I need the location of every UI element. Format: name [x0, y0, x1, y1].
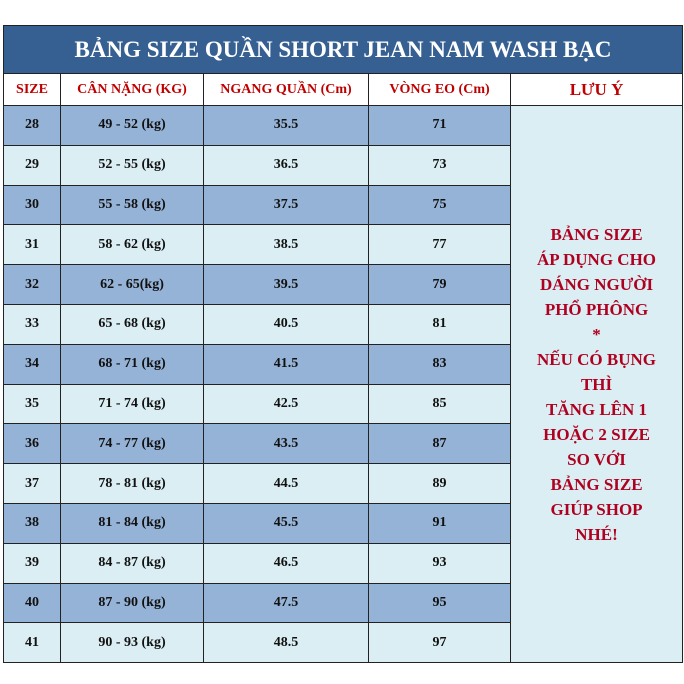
weight-cell: 90 - 93 (kg) — [60, 622, 204, 664]
weight-cell: 65 - 68 (kg) — [60, 303, 204, 345]
note-line: TĂNG LÊN 1 — [545, 399, 648, 419]
weight-cell: 49 - 52 (kg) — [60, 105, 204, 146]
table-row: 30 55 - 58 (kg) 37.5 75 — [3, 184, 683, 226]
table-row: 31 58 - 62 (kg) 38.5 77 — [3, 224, 683, 266]
width-cell: 40.5 — [203, 303, 369, 345]
size-cell: 39 — [3, 542, 61, 584]
note-line: GIÚP SHOP — [550, 499, 643, 519]
note-line: HOẶC 2 SIZE — [543, 424, 650, 444]
width-cell: 37.5 — [203, 184, 369, 226]
size-cell: 37 — [3, 463, 61, 504]
waist-cell: 81 — [368, 303, 511, 345]
waist-cell: 89 — [368, 463, 511, 504]
waist-cell: 87 — [368, 423, 511, 465]
note-cell: BẢNG SIZE ÁP DỤNG CHO DÁNG NGƯỜI PHỔ PHÔNG *… — [509, 104, 684, 664]
table-row: 35 71 - 74 (kg) 42.5 85 — [3, 383, 683, 425]
waist-cell: 77 — [368, 224, 511, 266]
note-line: PHỔ PHÔNG — [544, 299, 649, 319]
table-row: 28 49 - 52 (kg) 35.5 71 BẢNG SIZE ÁP DỤNG CHO… — [3, 104, 684, 664]
waist-cell: 97 — [368, 622, 511, 664]
weight-cell: 78 - 81 (kg) — [60, 463, 204, 504]
waist-cell: 71 — [368, 105, 511, 146]
width-cell: 43.5 — [203, 423, 369, 465]
size-cell: 29 — [3, 144, 61, 186]
weight-cell: 84 - 87 (kg) — [60, 542, 204, 584]
width-cell: 42.5 — [203, 383, 369, 425]
note-line: DÁNG NGƯỜI — [539, 274, 654, 294]
width-cell: 47.5 — [203, 582, 369, 624]
note-line: BẢNG SIZE — [550, 474, 643, 494]
size-cell: 40 — [3, 582, 61, 624]
width-cell: 45.5 — [203, 502, 369, 544]
waist-cell: 75 — [368, 184, 511, 226]
width-cell: 41.5 — [203, 343, 369, 385]
weight-cell: 74 - 77 (kg) — [60, 423, 204, 465]
note-line: NẾU CÓ BỤNG — [537, 349, 657, 369]
width-cell: 44.5 — [203, 463, 369, 504]
table-row: 29 52 - 55 (kg) 36.5 73 — [3, 144, 683, 186]
waist-cell: 85 — [368, 383, 511, 425]
size-cell: 35 — [3, 383, 61, 425]
waist-cell: 79 — [368, 264, 511, 305]
header-row: SIZE CÂN NẶNG (KG) NGANG QUẦN (Cm) VÒNG … — [3, 73, 684, 106]
size-cell: 31 — [3, 224, 61, 266]
table-title: BẢNG SIZE QUẦN SHORT JEAN NAM WASH BẠC — [2, 25, 684, 74]
header-weight: CÂN NẶNG (KG) — [60, 73, 204, 106]
note-line: THÌ — [580, 374, 613, 394]
header-note: LƯU Ý — [509, 73, 684, 106]
size-chart: BẢNG SIZE QUẦN SHORT JEAN NAM WASH BẠC S… — [2, 25, 684, 664]
note-line: * — [592, 324, 601, 344]
size-cell: 34 — [3, 343, 61, 385]
table-row: 41 90 - 93 (kg) 48.5 97 — [3, 622, 683, 664]
weight-cell: 58 - 62 (kg) — [60, 224, 204, 266]
size-cell: 28 — [3, 105, 61, 146]
waist-cell: 83 — [368, 343, 511, 385]
width-cell: 39.5 — [203, 264, 369, 305]
note-line: ÁP DỤNG CHO — [537, 249, 657, 269]
header-waist: VÒNG EO (Cm) — [368, 73, 511, 106]
width-cell: 46.5 — [203, 542, 369, 584]
weight-cell: 68 - 71 (kg) — [60, 343, 204, 385]
size-cell: 33 — [3, 303, 61, 345]
weight-cell: 87 - 90 (kg) — [60, 582, 204, 624]
table-row: 38 81 - 84 (kg) 45.5 91 — [3, 502, 683, 544]
table-row: 36 74 - 77 (kg) 43.5 87 — [3, 423, 683, 465]
weight-cell: 81 - 84 (kg) — [60, 502, 204, 544]
width-cell: 35.5 — [203, 105, 369, 146]
waist-cell: 95 — [368, 582, 511, 624]
waist-cell: 91 — [368, 502, 511, 544]
weight-cell: 52 - 55 (kg) — [60, 144, 204, 186]
size-cell: 38 — [3, 502, 61, 544]
width-cell: 48.5 — [203, 622, 369, 664]
size-cell: 30 — [3, 184, 61, 226]
note-line: NHÉ! — [575, 524, 618, 544]
table-row: 33 65 - 68 (kg) 40.5 81 — [3, 303, 683, 345]
weight-cell: 62 - 65(kg) — [60, 264, 204, 305]
weight-cell: 55 - 58 (kg) — [60, 184, 204, 226]
size-cell: 36 — [3, 423, 61, 465]
weight-cell: 71 - 74 (kg) — [60, 383, 204, 425]
header-width: NGANG QUẦN (Cm) — [203, 73, 369, 106]
size-table: BẢNG SIZE QUẦN SHORT JEAN NAM WASH BẠC S… — [2, 25, 684, 664]
waist-cell: 93 — [368, 542, 511, 584]
note-line: BẢNG SIZE — [550, 224, 643, 244]
table-row: 32 62 - 65(kg) 39.5 79 — [3, 264, 683, 305]
header-size: SIZE — [3, 73, 61, 106]
table-row: 37 78 - 81 (kg) 44.5 89 — [3, 463, 683, 504]
waist-cell: 73 — [368, 144, 511, 186]
width-cell: 36.5 — [203, 144, 369, 186]
table-row: 34 68 - 71 (kg) 41.5 83 — [3, 343, 683, 385]
table-row: 40 87 - 90 (kg) 47.5 95 — [3, 582, 683, 624]
width-cell: 38.5 — [203, 224, 369, 266]
size-cell: 32 — [3, 264, 61, 305]
note-line: SO VỚI — [567, 449, 626, 469]
size-cell: 41 — [3, 622, 61, 664]
